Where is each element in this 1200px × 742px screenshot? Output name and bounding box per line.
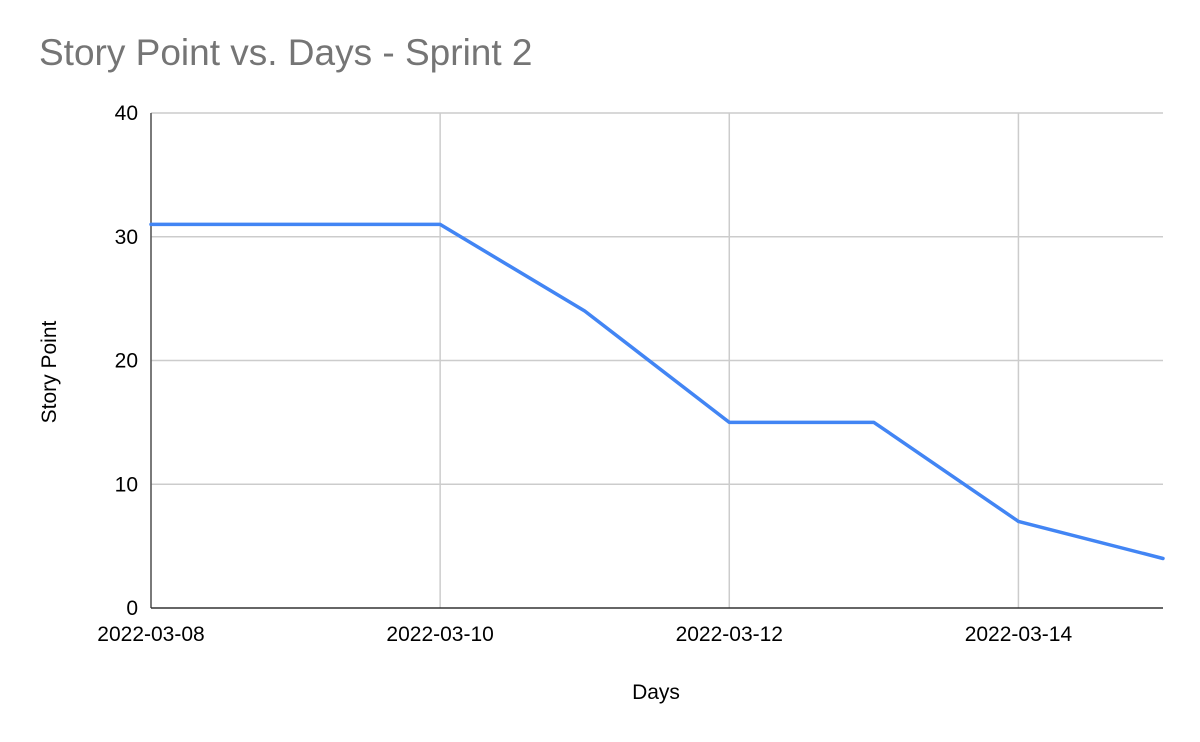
x-tick-label: 2022-03-10 bbox=[386, 623, 493, 646]
x-tick-label: 2022-03-08 bbox=[97, 623, 204, 646]
y-tick-label: 30 bbox=[115, 226, 138, 249]
series-line bbox=[149, 222, 1165, 561]
x-axis-title: Days bbox=[632, 681, 680, 704]
chart-title: Story Point vs. Days - Sprint 2 bbox=[39, 32, 533, 73]
y-axis-title: Story Point bbox=[38, 320, 61, 423]
y-tick-label: 10 bbox=[115, 473, 138, 496]
x-tick-label: 2022-03-14 bbox=[965, 623, 1073, 646]
axes bbox=[150, 113, 1163, 609]
series-lines bbox=[149, 222, 1165, 561]
tick-labels: 0 10 20 30 40 2022-03-08 2022-03-10 2022-03-12 2… bbox=[97, 102, 1072, 646]
y-tick-label: 0 bbox=[126, 597, 138, 620]
x-tick-label: 2022-03-12 bbox=[676, 623, 783, 646]
y-tick-label: 40 bbox=[115, 102, 138, 125]
y-tick-label: 20 bbox=[115, 350, 138, 373]
gridlines bbox=[150, 112, 1163, 608]
